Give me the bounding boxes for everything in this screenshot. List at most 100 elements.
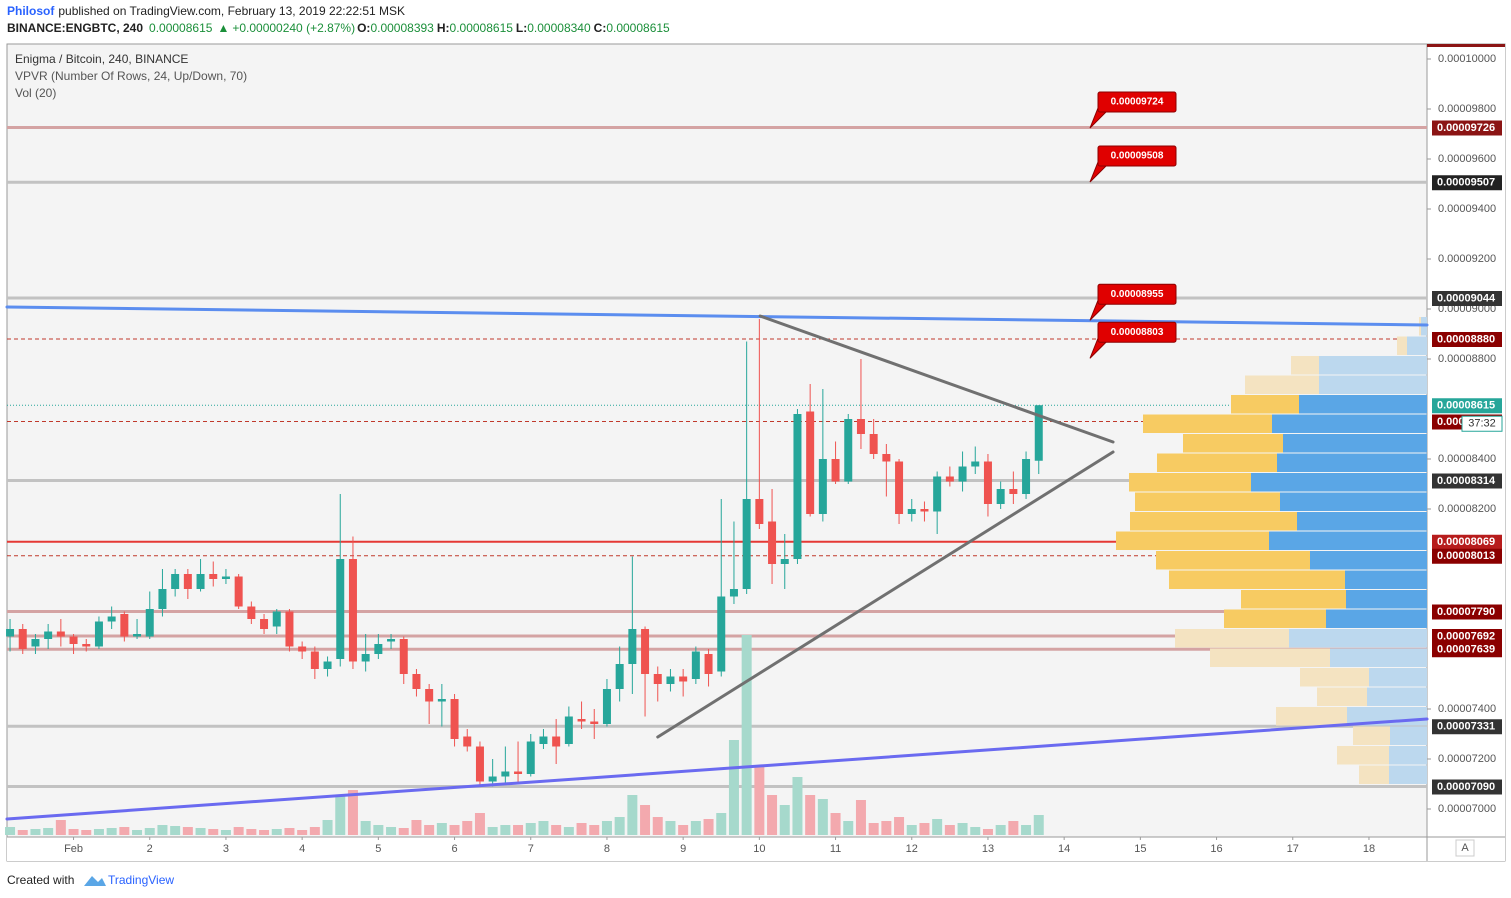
level-tag-label: 0.00008013 <box>1437 550 1495 562</box>
candle-body <box>69 636 78 644</box>
vpvr-up <box>1129 473 1251 492</box>
y-tick-label: 0.00007400 <box>1438 703 1496 715</box>
volume-bar <box>589 825 600 835</box>
candle-body <box>818 459 827 514</box>
volume-bar <box>703 819 714 835</box>
vpvr-down <box>1289 629 1427 648</box>
y-tick-label: 0.00010000 <box>1438 53 1496 65</box>
y-tick-label: 0.00008800 <box>1438 353 1496 365</box>
callout-label: 0.00009508 <box>1111 151 1164 162</box>
x-tick-label: 18 <box>1363 843 1375 855</box>
candle-body <box>412 674 421 689</box>
header-quote: BINANCE:ENGBTC, 240 0.00008615 ▲ +0.0000024… <box>7 21 670 35</box>
candle-body <box>298 646 307 652</box>
candle-body <box>793 414 802 559</box>
volume-bar <box>868 823 879 835</box>
legend-text: Vol (20) <box>15 86 56 100</box>
callout-label: 0.00008955 <box>1111 289 1164 300</box>
author[interactable]: Philosof <box>7 4 55 18</box>
x-tick-label: 2 <box>147 843 153 855</box>
volume-bar <box>246 829 257 835</box>
volume-bar <box>462 821 473 835</box>
level-tag <box>1432 629 1502 644</box>
candle-body <box>82 644 91 647</box>
level-tag <box>1432 120 1502 136</box>
vpvr-down <box>1367 687 1427 706</box>
x-tick-label: 4 <box>299 843 305 855</box>
level-tag-label: 0.00007639 <box>1437 644 1495 656</box>
candle-body <box>704 654 713 674</box>
y-tick-label: 0.00007200 <box>1438 753 1496 765</box>
candle-body <box>374 644 383 654</box>
footer-brand[interactable]: TradingView <box>108 873 174 887</box>
level-tag <box>1432 332 1502 347</box>
vpvr-down <box>1369 668 1427 687</box>
candle-body <box>577 719 586 722</box>
y-tick-label: 0.00009400 <box>1438 203 1496 215</box>
volume-bar <box>208 829 219 835</box>
candle-body <box>831 459 840 482</box>
candle-body <box>552 736 561 747</box>
volume-bar <box>30 829 41 835</box>
level-tag <box>1432 291 1502 306</box>
candle-body <box>475 746 484 782</box>
scale-button[interactable] <box>1455 839 1475 857</box>
level-tag-label: 0.00009726 <box>1437 122 1495 134</box>
volume-bar <box>335 795 346 835</box>
candle-body <box>425 689 434 702</box>
x-tick-label: 12 <box>906 843 918 855</box>
volume-bar <box>716 813 727 835</box>
vpvr-down <box>1280 492 1427 511</box>
candle-body <box>336 559 345 659</box>
callout-box <box>1097 91 1177 113</box>
candle-body <box>983 461 992 504</box>
level-tag-label: 0.00008069 <box>1437 536 1495 548</box>
volume-bar <box>576 823 587 835</box>
candle-body <box>145 609 154 637</box>
trendline <box>758 314 1115 444</box>
volume-bar <box>347 790 358 835</box>
candle-body <box>729 589 738 597</box>
ohlc-key: C: <box>594 21 607 35</box>
candle-body <box>348 559 357 662</box>
vpvr-down <box>1277 453 1427 472</box>
vpvr-down <box>1389 765 1427 784</box>
volume-bar <box>233 827 244 835</box>
candle-body <box>183 574 192 589</box>
candle-body <box>1034 405 1043 461</box>
vpvr-up <box>1175 629 1289 648</box>
candle-body <box>996 489 1005 504</box>
candle-body <box>615 664 624 689</box>
volume-bar <box>182 827 193 835</box>
vpvr-up <box>1224 609 1326 628</box>
volume-bar <box>144 828 155 835</box>
level-tag-label: 0.00007090 <box>1437 781 1495 793</box>
candle-body <box>272 611 281 627</box>
vpvr-up <box>1300 668 1369 687</box>
volume-bar <box>1033 815 1044 835</box>
volume-bar <box>449 825 460 835</box>
level-tag <box>1432 779 1502 795</box>
candle-body <box>882 454 891 462</box>
volume-bar <box>779 805 790 835</box>
volume-bar <box>995 825 1006 835</box>
scale-button-label[interactable]: A <box>1461 842 1469 854</box>
published: published on TradingView.com, February 1… <box>58 4 405 18</box>
vpvr-up <box>1183 434 1283 453</box>
x-tick-label: Feb <box>64 843 83 855</box>
vpvr-down <box>1389 746 1427 765</box>
volume-bar <box>970 827 981 835</box>
volume-bar <box>500 825 511 835</box>
volume-bar <box>525 823 536 835</box>
y-tick-label: 0.00007000 <box>1438 803 1496 815</box>
volume-bar <box>754 765 765 835</box>
vpvr-down <box>1299 395 1427 414</box>
volume-bar <box>830 813 841 835</box>
callout-box <box>1097 145 1177 167</box>
vpvr-down <box>1272 414 1427 433</box>
volume-bar <box>982 829 993 835</box>
x-tick-label: 13 <box>982 843 994 855</box>
volume-bar <box>220 830 231 835</box>
candle-body <box>526 741 535 774</box>
